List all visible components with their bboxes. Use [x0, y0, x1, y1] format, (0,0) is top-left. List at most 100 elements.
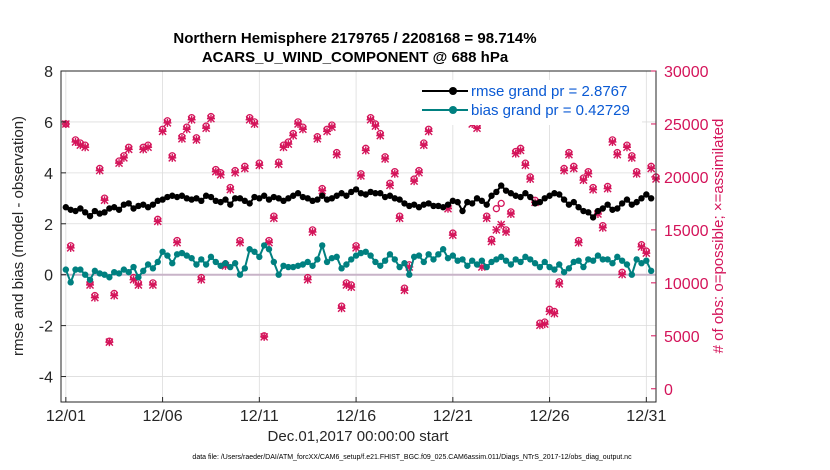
- bias-point: [589, 257, 597, 264]
- bias-point: [231, 260, 239, 267]
- rmse-point: [251, 193, 258, 201]
- obs-assimilated-point: [584, 169, 593, 178]
- x-tick-label: 12/26: [530, 408, 570, 425]
- bias-point: [130, 263, 137, 271]
- obs-assimilated-point: [66, 243, 75, 252]
- bias-point: [81, 271, 89, 278]
- bias-point: [183, 252, 190, 259]
- obs-assimilated-point: [540, 320, 549, 329]
- bias-point: [333, 253, 340, 261]
- obs-assimilated-point: [187, 115, 196, 124]
- obs-assimilated-point: [303, 275, 312, 284]
- rmse-point: [638, 195, 645, 202]
- obs-assimilated-point: [352, 243, 361, 252]
- obs-assimilated-point: [487, 237, 496, 246]
- obs-assimilated-point: [61, 119, 70, 128]
- rmse-point: [507, 190, 515, 197]
- bias-point: [135, 274, 142, 281]
- bias-point: [633, 256, 640, 263]
- bias-point: [159, 248, 166, 255]
- legend: rmse grand pr = 2.8767 bias grand pr = 0…: [420, 80, 642, 125]
- bias-point: [227, 263, 234, 271]
- bias-point: [289, 263, 297, 271]
- rmse-point: [381, 193, 389, 201]
- bias-point: [348, 256, 355, 263]
- rmse-point: [517, 193, 524, 201]
- obs-assimilated-point: [240, 164, 249, 173]
- obs-assimilated-point: [381, 154, 390, 163]
- bias-point: [367, 252, 374, 259]
- y-right-tick-label: 20000: [664, 170, 709, 187]
- bias-point: [67, 279, 74, 286]
- bias-point: [299, 261, 307, 268]
- rmse-point: [314, 196, 321, 203]
- rmse-point: [169, 192, 176, 199]
- obs-assimilated-point: [192, 135, 201, 144]
- rmse-point: [473, 195, 481, 202]
- rmse-point: [618, 200, 626, 207]
- obs-assimilated-point: [574, 238, 583, 247]
- rmse-point: [256, 195, 263, 202]
- rmse-point: [647, 195, 655, 202]
- rmse-point: [589, 214, 597, 221]
- y-right-axis-label: # of obs: o=possible; ×=assimilated: [710, 119, 727, 354]
- obs-assimilated-point: [390, 169, 399, 178]
- obs-assimilated-point: [347, 283, 356, 292]
- rmse-point: [401, 200, 408, 207]
- bias-point: [546, 263, 553, 271]
- rmse-point: [628, 201, 636, 208]
- rmse-point: [459, 207, 466, 215]
- bias-point: [599, 256, 606, 263]
- bias-point: [309, 262, 316, 269]
- bias-point: [381, 257, 389, 264]
- rmse-point: [333, 192, 340, 199]
- obs-assimilated-point: [618, 270, 627, 279]
- bias-point: [430, 256, 437, 263]
- obs-assimilated-point: [269, 214, 278, 223]
- rmse-point: [560, 196, 568, 203]
- obs-assimilated-point: [168, 153, 177, 162]
- rmse-series: [62, 182, 655, 221]
- rmse-point: [280, 197, 287, 205]
- rmse-point: [498, 182, 505, 189]
- bias-point: [198, 256, 205, 263]
- data-file-footnote: data file: /Users/raeder/DAI/ATM_forcXX/…: [192, 454, 632, 461]
- rmse-point: [420, 201, 428, 208]
- bias-point: [77, 266, 84, 273]
- obs-assimilated-point: [598, 223, 607, 232]
- rmse-point: [260, 192, 268, 199]
- bias-point: [275, 271, 282, 278]
- rmse-point: [96, 210, 103, 217]
- y-left-tick-label: 0: [44, 268, 53, 285]
- bias-point: [357, 249, 365, 257]
- bias-point: [459, 256, 466, 263]
- rmse-point: [522, 190, 529, 197]
- rmse-point: [604, 201, 611, 208]
- legend-rmse-label: rmse grand pr = 2.8767: [471, 83, 627, 100]
- rmse-point: [512, 192, 519, 199]
- obs-assimilated-point: [424, 127, 433, 136]
- rmse-point: [367, 188, 374, 196]
- plot-frame: [60, 70, 657, 403]
- rmse-point: [135, 202, 142, 210]
- obs-assimilated-point: [637, 242, 646, 251]
- obs-assimilated-point: [550, 309, 559, 318]
- rmse-point: [575, 204, 582, 211]
- rmse-point: [585, 209, 592, 216]
- rmse-point: [270, 193, 278, 201]
- bias-point: [362, 248, 369, 255]
- rmse-point: [265, 196, 273, 203]
- bias-point: [246, 246, 253, 253]
- x-tick-label: 12/11: [240, 408, 279, 425]
- bias-point: [580, 263, 587, 271]
- bias-point: [473, 261, 481, 268]
- obs-assimilated-point: [327, 123, 336, 132]
- x-tick-label: 12/01: [46, 408, 86, 425]
- bias-point: [502, 257, 510, 264]
- rmse-point: [222, 196, 229, 203]
- bias-point: [464, 262, 471, 269]
- obs-assimilated-point: [134, 280, 143, 289]
- bias-series: [62, 242, 655, 286]
- obs-assimilated-point: [647, 164, 656, 173]
- y-left-axis-label: rmse and bias (model - observation): [10, 116, 27, 356]
